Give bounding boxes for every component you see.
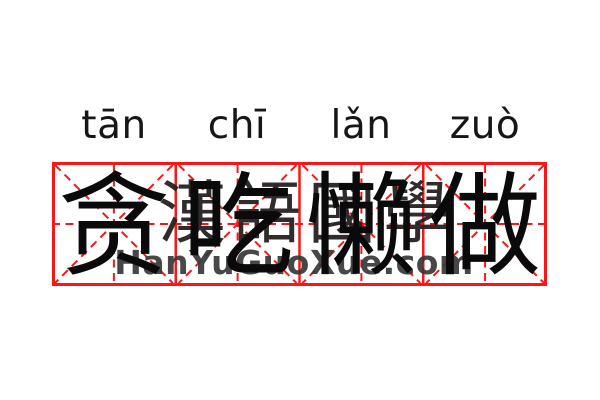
tianzige-grid: [52, 162, 547, 286]
pinyin-syllable-3: lǎn: [330, 103, 392, 148]
watermark-brand-hanzi: 漢語國學: [158, 175, 459, 254]
pinyin-syllable-1: tān: [81, 103, 147, 148]
pinyin-syllable-4: zuò: [449, 103, 521, 148]
grid-border: [52, 162, 547, 286]
grid-solid-frame: [52, 162, 547, 286]
watermark-site-url: HanYuGuoXue.com: [114, 243, 474, 282]
grid-guide-line: [178, 164, 298, 284]
pinyin-syllable-2: chī: [207, 103, 267, 148]
grid-guide-line: [301, 164, 421, 284]
grid-guide-line: [425, 164, 545, 284]
grid-guide-line: [54, 164, 174, 284]
